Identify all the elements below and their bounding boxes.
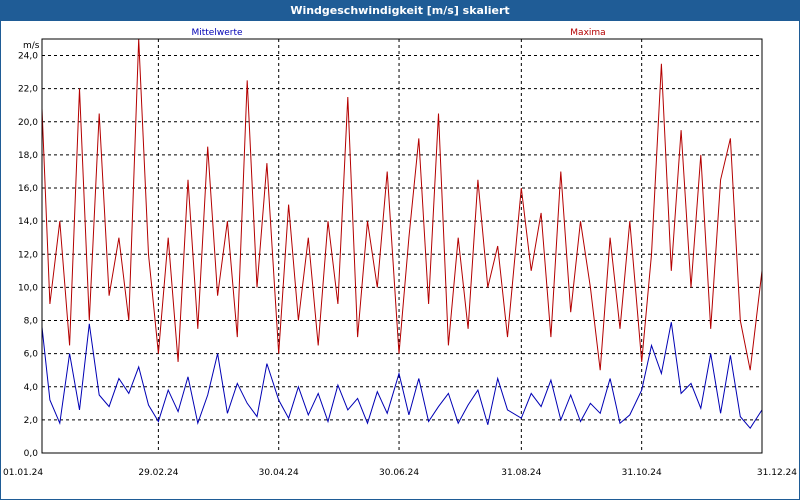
chart-title: Windgeschwindigkeit [m/s] skaliert bbox=[1, 1, 799, 21]
series-line-maxima bbox=[41, 38, 763, 371]
y-axis-label: m/s bbox=[23, 41, 40, 51]
x-tick-label: 01.01.24 bbox=[3, 468, 43, 478]
series-line-mittelwerte bbox=[41, 322, 763, 430]
y-tick-label: 20,0 bbox=[18, 118, 38, 128]
y-tick-label: 18,0 bbox=[18, 151, 38, 161]
y-tick-label: 4,0 bbox=[24, 383, 39, 393]
y-axis-ticks: 0,0 2,0 4,0 6,0 8,0 10,0 12,0 14,0 16,0 18,0 20,0 2… bbox=[18, 52, 38, 459]
y-tick-label: 2,0 bbox=[24, 416, 39, 426]
x-tick-label: 31.10.24 bbox=[622, 468, 662, 478]
wind-speed-chart: 0,0 2,0 4,0 6,0 8,0 10,0 12,0 14,0 16,0 18,0 20,0 2… bbox=[3, 28, 797, 478]
x-axis-ticks: 01.01.24 29.02.24 30.04.24 30.06.24 31.08.24… bbox=[3, 468, 797, 478]
x-tick-label: 31.08.24 bbox=[501, 468, 541, 478]
x-tick-label: 30.04.24 bbox=[259, 468, 299, 478]
y-tick-label: 0,0 bbox=[24, 449, 39, 459]
y-tick-label: 6,0 bbox=[24, 350, 39, 360]
x-tick-label: 31.12.24 bbox=[757, 468, 797, 478]
y-tick-label: 8,0 bbox=[24, 317, 39, 327]
legend-mittelwerte: Mittelwerte bbox=[191, 28, 242, 38]
y-tick-label: 24,0 bbox=[18, 52, 38, 62]
series-lines bbox=[41, 38, 763, 430]
y-tick-label: 10,0 bbox=[18, 283, 38, 293]
y-tick-label: 14,0 bbox=[18, 217, 38, 227]
x-tick-label: 30.06.24 bbox=[379, 468, 419, 478]
legend-maxima: Maxima bbox=[570, 28, 605, 38]
y-tick-label: 16,0 bbox=[18, 184, 38, 194]
x-tick-label: 29.02.24 bbox=[138, 468, 178, 478]
grid-lines bbox=[42, 39, 763, 453]
y-tick-label: 22,0 bbox=[18, 85, 38, 95]
y-tick-label: 12,0 bbox=[18, 250, 38, 260]
plot-frame bbox=[41, 38, 763, 454]
